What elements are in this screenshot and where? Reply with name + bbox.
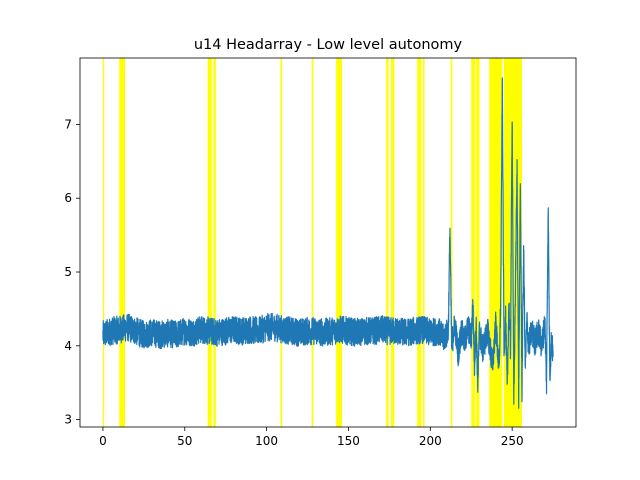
highlight-band-8 [391,58,395,427]
series-layer [102,77,554,409]
x-tick-label: 100 [255,434,278,448]
highlight-band-4 [280,58,283,427]
x-tick-label: 150 [337,434,360,448]
highlight-bands [102,58,522,427]
x-tick-label: 0 [99,434,107,448]
highlight-band-10 [422,58,425,427]
y-tick-label: 6 [64,191,72,205]
x-tick-label: 250 [501,434,524,448]
highlight-band-11 [450,58,453,427]
highlight-band-2 [207,58,212,427]
highlight-band-13 [476,58,480,427]
highlight-band-5 [311,58,314,427]
highlight-band-6 [336,58,342,427]
plot-area-frame [79,57,577,428]
highlight-band-14 [489,58,503,427]
highlight-band-12 [471,58,476,427]
highlight-band-1 [119,58,126,427]
x-tick-label: 200 [419,434,442,448]
highlight-band-0 [102,58,105,427]
x-tick-label: 50 [177,434,192,448]
x-axis: 0 50 100 150 200 250 [99,427,524,448]
y-tick-label: 4 [64,339,72,353]
chart-title: u14 Headarray - Low level autonomy [194,37,463,53]
highlight-band-7 [386,58,389,427]
y-tick-label: 7 [64,117,72,131]
highlight-band-9 [417,58,422,427]
highlight-band-3 [213,58,216,427]
y-tick-label: 5 [64,265,72,279]
y-axis: 3 4 5 6 7 [64,117,80,427]
y-tick-label: 3 [64,413,72,427]
series-line-0 [102,77,554,409]
